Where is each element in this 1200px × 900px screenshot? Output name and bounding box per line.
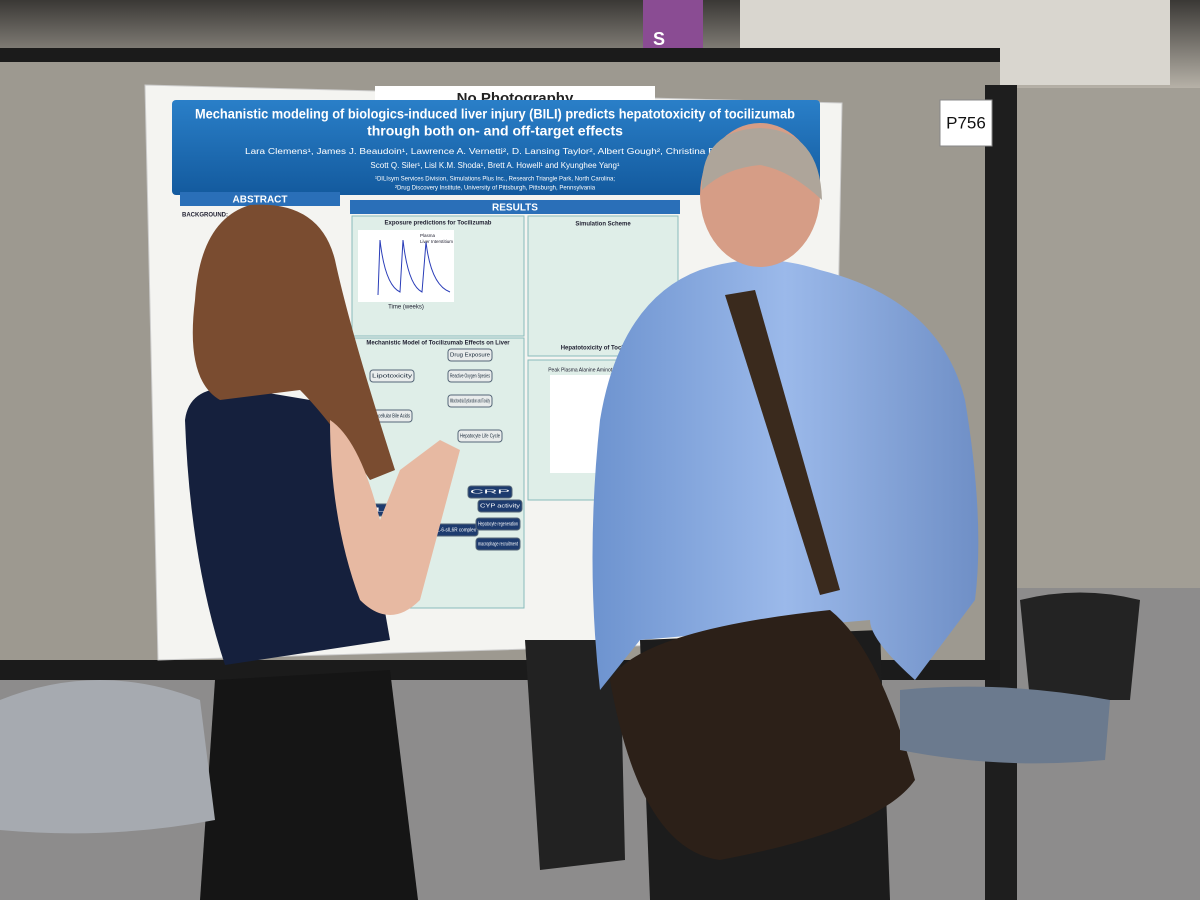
poster-affiliation: ²Drug Discovery Institute, University of…: [395, 186, 596, 192]
diagram-node: [447, 394, 493, 408]
panel-title: Simulation Scheme: [575, 222, 631, 228]
panel-title: Hepatotoxicity of Tocilizumab: [561, 346, 646, 352]
section-header: RESULTS: [492, 203, 538, 214]
person-arm: [330, 420, 460, 615]
diagram-node: [447, 348, 493, 362]
board-post: [985, 85, 1017, 900]
diagram-node: [477, 499, 523, 513]
panel-title: Exposure predictions for Tocilizumab: [385, 221, 492, 227]
diagram-node: [475, 517, 521, 531]
chair-seat: [900, 686, 1110, 764]
diagram-node-label: CYP activity: [480, 503, 520, 509]
diagram-node-label: Drug Exposure: [450, 352, 490, 358]
poster-affiliation: ¹DILIsym Services Division, Simulations …: [375, 177, 615, 183]
person-legs-background: [525, 640, 625, 870]
board-number-card: [939, 99, 993, 147]
chair: [0, 680, 215, 834]
banner-letter: S: [653, 29, 665, 49]
diagram-node-label: IL-6-sIL6R complex: [436, 527, 476, 533]
exposure-curve: [377, 239, 451, 296]
panel-title: Peak Plasma Alanine Aminotransferase: [548, 367, 636, 373]
diagram-node: [475, 537, 521, 551]
diagram-node-label: macrophage recruitment: [478, 541, 518, 547]
diagram-node: [369, 369, 415, 383]
poster-title: through both on- and off-target effects: [367, 123, 623, 139]
person-hair: [192, 204, 395, 480]
poster-authors: Scott Q. Siler¹, Lisl K.M. Shoda¹, Brett…: [370, 161, 619, 170]
chair: [1020, 592, 1140, 700]
diagram-node-label: Intracellular Bile Acids: [370, 413, 410, 419]
partition-board-right: [1000, 88, 1200, 588]
section-bar: [350, 200, 680, 214]
legend-entry: Plasma: [420, 233, 436, 238]
diagram: Drug Exposure Reactive Oxygen Species Lipo…: [365, 348, 523, 551]
chart-x-label: Time (weeks): [388, 305, 424, 311]
diagram-node: [447, 369, 493, 383]
diagram-node-label: Reactive Oxygen Species: [450, 373, 490, 379]
person-legs: [200, 670, 418, 900]
diagram-node: [457, 429, 503, 443]
abstract-label: BACKGROUND:: [182, 213, 228, 219]
diagram-node-label: Hepatocyte regeneration: [478, 521, 518, 527]
diagram-node: [467, 485, 513, 499]
legend-entry: Liver Interstitium: [420, 239, 453, 244]
diagram-node-label: Lipotoxicity: [372, 373, 412, 379]
poster-title: Mechanistic modeling of biologics-induce…: [195, 106, 795, 122]
diagram-node-label: CRP: [470, 489, 511, 495]
exposure-chart: [358, 230, 454, 302]
section-bar: [180, 192, 340, 206]
diagram-node-label: Hepatocyte Life Cycle: [460, 433, 500, 439]
board-number: P756: [946, 113, 986, 132]
poster-header: [172, 100, 820, 195]
board-frame: [0, 48, 1000, 62]
diagram-node-label: Mitochondria Dysfunction and Toxicity: [450, 398, 490, 404]
bag: [610, 610, 915, 860]
section-header: ABSTRACT: [233, 195, 288, 206]
person-hair: [701, 128, 822, 200]
bag-strap: [725, 290, 840, 595]
panel-title: Mechanistic Model of Tocilizumab Effects…: [366, 341, 510, 347]
poster-authors: Lara Clemens¹, James J. Beaudoin¹, Lawre…: [245, 147, 745, 156]
